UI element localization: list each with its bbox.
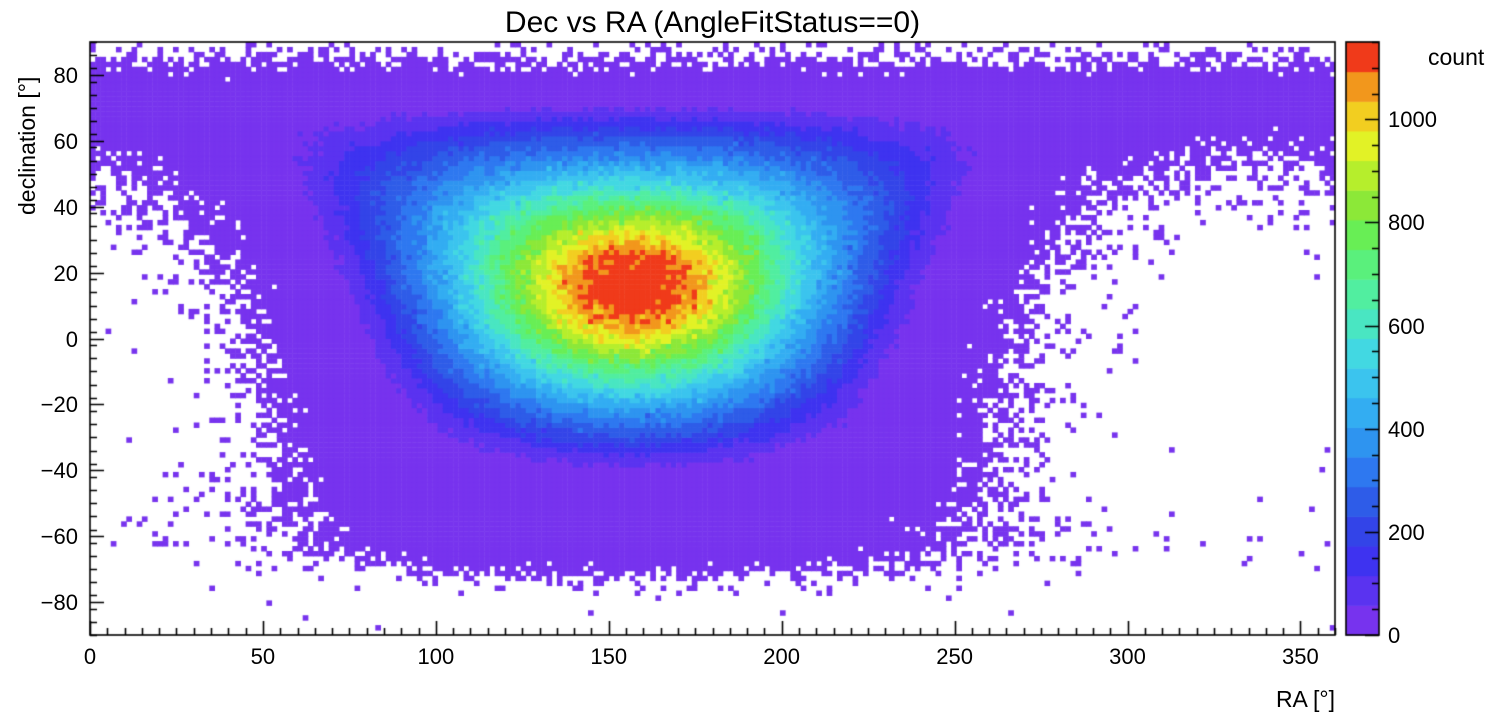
y-tick-label: 0 [65,326,78,352]
x-tick-label: 300 [1109,644,1146,669]
x-tick-label: 150 [590,644,628,669]
x-tick-label: 50 [250,644,276,669]
y-tick-label: 40 [53,194,78,220]
chart-title: Dec vs RA (AngleFitStatus==0) [504,6,921,39]
x-tick-label: 250 [936,644,973,669]
colorbar-tick-label: 0 [1388,623,1401,648]
colorbar-title: count [1428,44,1485,70]
colorbar-tick-label: 800 [1388,210,1425,236]
colorbar-tick-label: 200 [1388,519,1425,545]
colorbar-tick-label: 400 [1388,416,1425,442]
y-tick-label: −40 [40,458,78,484]
y-tick-label: 60 [53,128,78,154]
y-tick-label: 80 [53,62,78,88]
colorbar-tick-label: 600 [1388,313,1425,339]
y-tick-label: −20 [40,392,78,418]
y-tick-label: 20 [53,260,78,286]
x-tick-label: 100 [417,644,455,669]
y-tick-label: −60 [40,524,78,550]
x-axis-title: RA [°] [1275,686,1335,712]
x-tick-label: 200 [763,644,801,669]
x-tick-label: 350 [1282,644,1319,669]
x-tick-label: 0 [83,644,97,669]
colorbar-tick-label: 1000 [1388,107,1437,133]
y-tick-label: −80 [40,590,78,616]
